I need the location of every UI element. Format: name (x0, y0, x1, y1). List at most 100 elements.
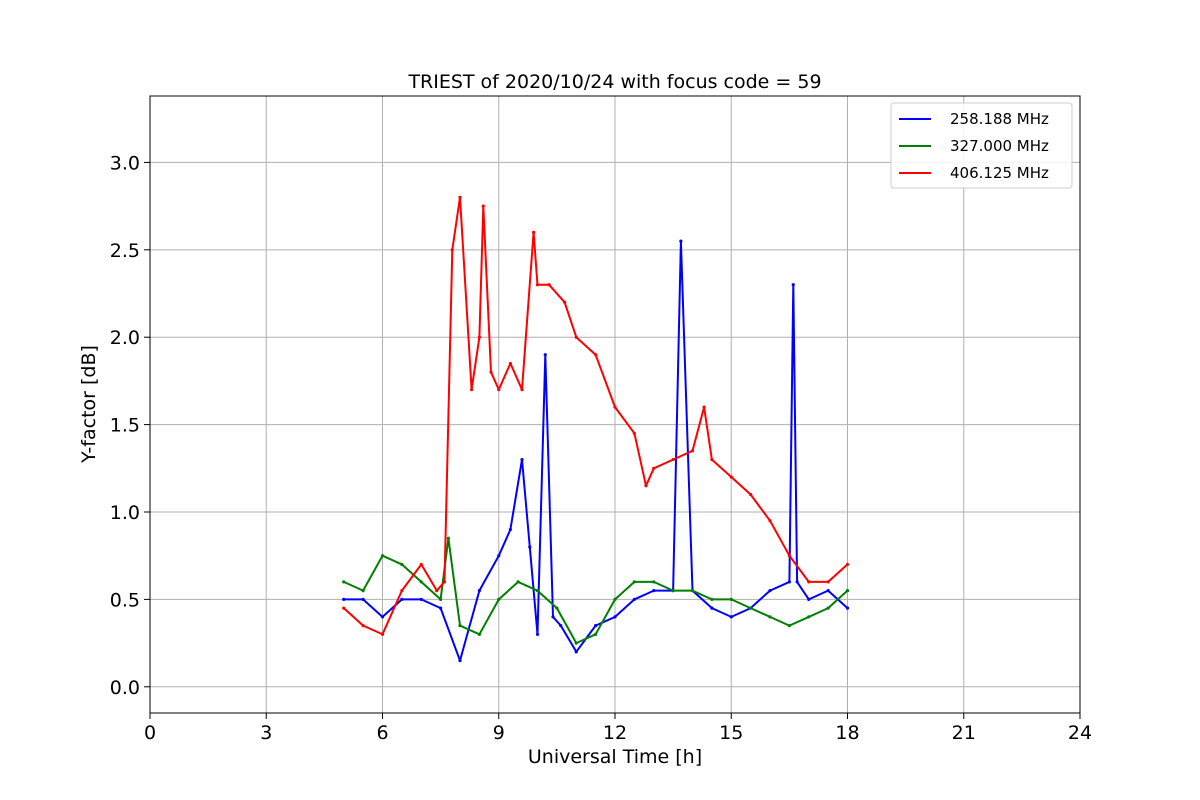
data-point (439, 607, 442, 610)
data-point (633, 432, 636, 435)
data-point (400, 563, 403, 566)
data-point (536, 589, 539, 592)
data-point (400, 598, 403, 601)
data-point (528, 545, 531, 548)
data-point (520, 388, 523, 391)
data-point (551, 615, 554, 618)
data-point (807, 598, 810, 601)
data-point (703, 406, 706, 409)
data-point (478, 336, 481, 339)
data-point (613, 406, 616, 409)
data-point (439, 598, 442, 601)
data-point (792, 283, 795, 286)
x-tick-label: 12 (603, 722, 627, 744)
data-point (730, 598, 733, 601)
data-point (807, 580, 810, 583)
y-tick-label: 1.5 (110, 415, 140, 437)
data-point (342, 580, 345, 583)
x-tick-label: 15 (719, 722, 743, 744)
data-point (710, 458, 713, 461)
ticks: 0 3 6 9 12 15 18 21 240.00.51.01.52.02.53.0 (110, 152, 1092, 744)
series-line (344, 241, 848, 660)
data-point (509, 362, 512, 365)
y-tick-label: 2.5 (110, 240, 140, 262)
data-point (710, 607, 713, 610)
data-point (652, 589, 655, 592)
data-point (768, 589, 771, 592)
data-point (691, 589, 694, 592)
legend-label: 327.000 MHz (950, 137, 1049, 155)
data-point (749, 493, 752, 496)
data-point (827, 607, 830, 610)
data-point (710, 598, 713, 601)
data-point (362, 598, 365, 601)
data-point (458, 196, 461, 199)
data-point (381, 554, 384, 557)
data-point (342, 607, 345, 610)
data-point (497, 388, 500, 391)
data-point (652, 467, 655, 470)
y-tick-label: 2.0 (110, 327, 140, 349)
data-point (768, 519, 771, 522)
data-point (443, 580, 446, 583)
data-point (509, 528, 512, 531)
x-tick-label: 0 (144, 722, 156, 744)
data-point (400, 589, 403, 592)
chart-title: TRIEST of 2020/10/24 with focus code = 5… (407, 71, 821, 93)
legend: 258.188 MHz 327.000 MHz 406.125 MHz (891, 103, 1072, 188)
data-point (633, 598, 636, 601)
data-point (458, 624, 461, 627)
data-point (768, 615, 771, 618)
data-point (672, 589, 675, 592)
data-point (555, 607, 558, 610)
data-point (788, 624, 791, 627)
data-point (594, 353, 597, 356)
data-point (559, 624, 562, 627)
x-tick-label: 9 (493, 722, 505, 744)
data-point (548, 283, 551, 286)
data-point (478, 589, 481, 592)
data-point (470, 388, 473, 391)
data-point (730, 475, 733, 478)
data-point (420, 563, 423, 566)
data-point (749, 607, 752, 610)
x-tick-label: 3 (260, 722, 272, 744)
series-2 (342, 196, 849, 636)
y-tick-label: 3.0 (110, 152, 140, 174)
data-point (846, 589, 849, 592)
series-group (342, 196, 849, 662)
data-point (482, 205, 485, 208)
data-point (652, 580, 655, 583)
data-point (478, 633, 481, 636)
x-tick-label: 6 (376, 722, 388, 744)
data-point (672, 458, 675, 461)
data-point (420, 598, 423, 601)
y-axis-label: Y-factor [dB] (78, 345, 100, 464)
data-point (691, 449, 694, 452)
data-point (520, 458, 523, 461)
data-point (536, 283, 539, 286)
data-point (633, 580, 636, 583)
data-point (575, 336, 578, 339)
data-point (594, 624, 597, 627)
data-point (594, 633, 597, 636)
data-point (532, 231, 535, 234)
data-point (458, 659, 461, 662)
data-point (846, 563, 849, 566)
y-tick-label: 0.5 (110, 589, 140, 611)
x-axis-label: Universal Time [h] (528, 746, 702, 768)
x-tick-label: 21 (952, 722, 976, 744)
data-point (563, 301, 566, 304)
legend-label: 406.125 MHz (950, 164, 1049, 182)
data-point (788, 580, 791, 583)
data-point (679, 239, 682, 242)
data-point (497, 554, 500, 557)
data-point (575, 650, 578, 653)
y-tick-label: 0.0 (110, 677, 140, 699)
data-point (381, 615, 384, 618)
data-point (362, 624, 365, 627)
data-point (613, 598, 616, 601)
data-point (575, 641, 578, 644)
data-point (381, 633, 384, 636)
